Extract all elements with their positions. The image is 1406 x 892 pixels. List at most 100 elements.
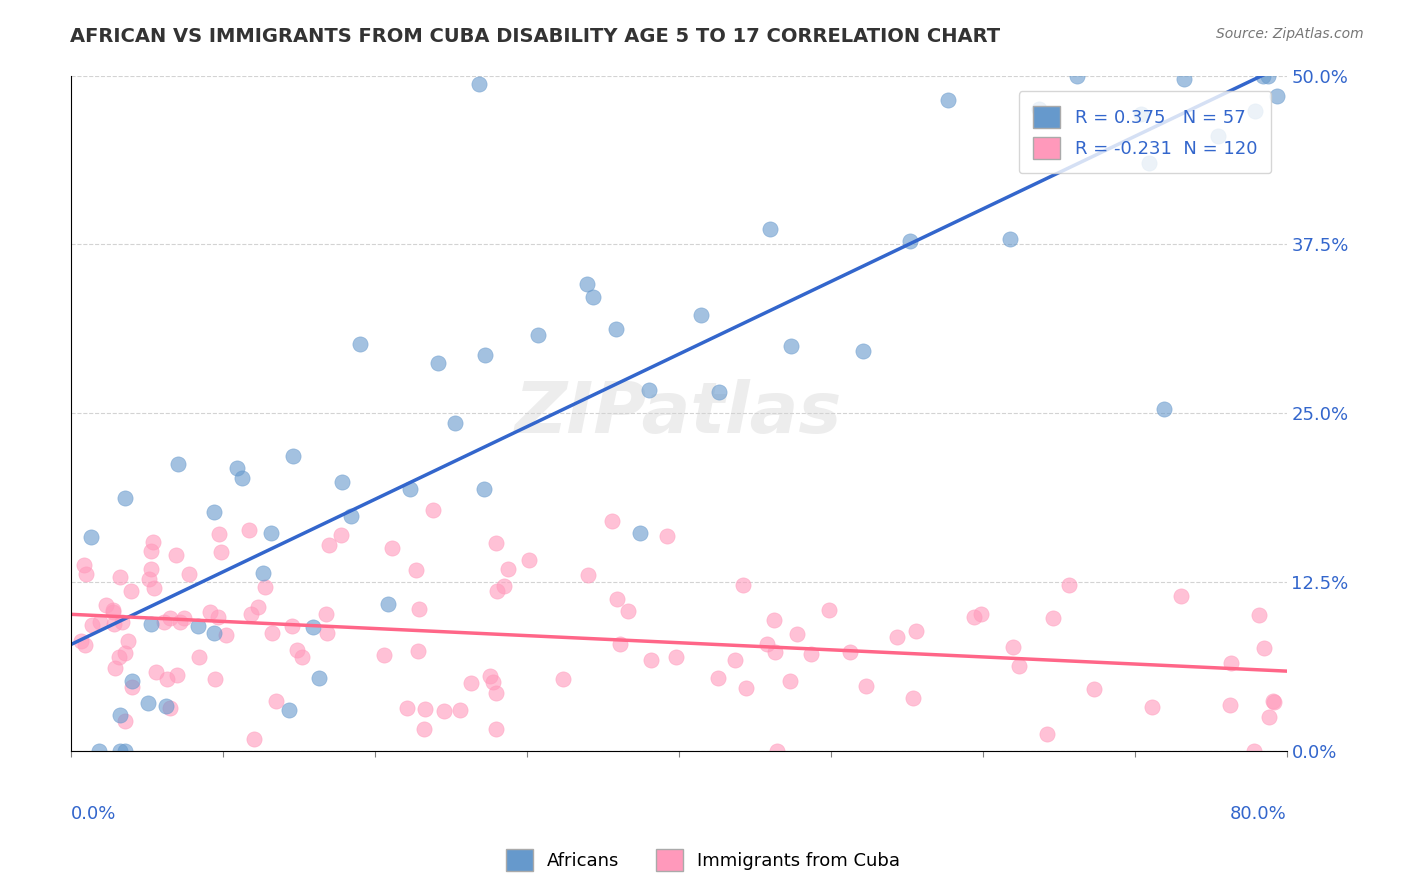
Point <box>998 231 1021 245</box>
Point <box>576 277 599 292</box>
Point <box>763 645 786 659</box>
Point <box>238 523 260 537</box>
Point <box>886 630 908 644</box>
Point <box>422 503 444 517</box>
Point <box>759 222 782 236</box>
Point <box>167 457 190 471</box>
Point <box>905 624 928 638</box>
Point <box>605 322 627 336</box>
Point <box>142 534 165 549</box>
Point <box>707 385 730 400</box>
Point <box>318 538 340 552</box>
Point <box>1261 694 1284 708</box>
Point <box>166 668 188 682</box>
Point <box>786 627 808 641</box>
Point <box>638 383 661 397</box>
Point <box>481 674 503 689</box>
Point <box>108 570 131 584</box>
Text: AFRICAN VS IMMIGRANTS FROM CUBA DISABILITY AGE 5 TO 17 CORRELATION CHART: AFRICAN VS IMMIGRANTS FROM CUBA DISABILI… <box>70 27 1001 45</box>
Point <box>153 615 176 630</box>
Text: 0.0%: 0.0% <box>72 805 117 822</box>
Point <box>89 615 111 630</box>
Point <box>349 336 371 351</box>
Point <box>936 93 959 107</box>
Point <box>208 527 231 541</box>
Point <box>485 685 508 699</box>
Point <box>724 653 747 667</box>
Point <box>315 607 337 621</box>
Point <box>1263 695 1285 709</box>
Point <box>202 625 225 640</box>
Point <box>485 723 508 737</box>
Point <box>799 647 821 661</box>
Legend: R = 0.375   N = 57, R = -0.231  N = 120: R = 0.375 N = 57, R = -0.231 N = 120 <box>1018 91 1271 173</box>
Point <box>281 618 304 632</box>
Point <box>735 681 758 695</box>
Point <box>207 609 229 624</box>
Point <box>1265 89 1288 103</box>
Point <box>340 508 363 523</box>
Point <box>103 603 125 617</box>
Point <box>640 653 662 667</box>
Point <box>494 579 516 593</box>
Point <box>690 308 713 322</box>
Point <box>285 643 308 657</box>
Point <box>665 649 688 664</box>
Point <box>707 671 730 685</box>
Point <box>156 672 179 686</box>
Point <box>290 650 312 665</box>
Point <box>173 611 195 625</box>
Point <box>187 619 209 633</box>
Point <box>1219 698 1241 712</box>
Point <box>204 672 226 686</box>
Point <box>114 646 136 660</box>
Point <box>1028 102 1050 116</box>
Point <box>120 584 142 599</box>
Point <box>1170 589 1192 603</box>
Point <box>1007 659 1029 673</box>
Point <box>114 491 136 505</box>
Point <box>108 650 131 665</box>
Point <box>838 645 860 659</box>
Point <box>281 449 304 463</box>
Point <box>755 637 778 651</box>
Point <box>377 597 399 611</box>
Point <box>405 563 427 577</box>
Point <box>165 549 187 563</box>
Point <box>259 526 281 541</box>
Point <box>155 699 177 714</box>
Point <box>108 707 131 722</box>
Point <box>1243 103 1265 118</box>
Point <box>111 615 134 629</box>
Point <box>765 743 787 757</box>
Point <box>1257 69 1279 83</box>
Point <box>628 526 651 541</box>
Point <box>485 584 508 599</box>
Point <box>762 613 785 627</box>
Point <box>606 591 628 606</box>
Point <box>246 600 269 615</box>
Point <box>478 669 501 683</box>
Text: ZIPatlas: ZIPatlas <box>515 378 842 448</box>
Point <box>188 650 211 665</box>
Point <box>139 562 162 576</box>
Point <box>101 605 124 619</box>
Point <box>277 703 299 717</box>
Point <box>1258 710 1281 724</box>
Point <box>104 661 127 675</box>
Point <box>264 693 287 707</box>
Point <box>600 514 623 528</box>
Point <box>901 690 924 705</box>
Point <box>330 475 353 489</box>
Point <box>202 505 225 519</box>
Point <box>399 482 422 496</box>
Point <box>1243 743 1265 757</box>
Point <box>138 696 160 710</box>
Point <box>963 610 986 624</box>
Point <box>80 618 103 632</box>
Point <box>581 290 603 304</box>
Point <box>1129 107 1152 121</box>
Point <box>1066 69 1088 83</box>
Point <box>408 602 430 616</box>
Point <box>609 637 631 651</box>
